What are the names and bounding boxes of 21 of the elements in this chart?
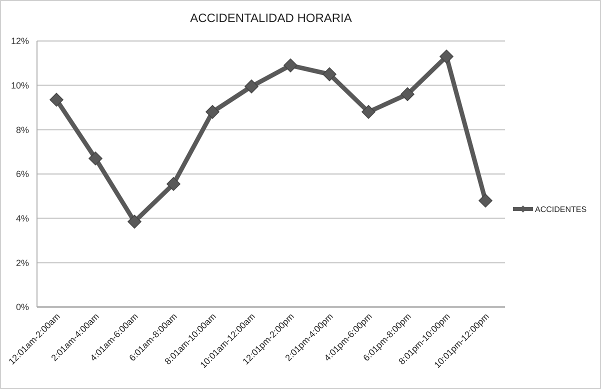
point bbox=[166, 177, 180, 191]
y-tick-label: 4% bbox=[16, 213, 29, 224]
y-tick-label: 0% bbox=[16, 302, 29, 312]
point bbox=[244, 80, 258, 94]
point bbox=[128, 214, 142, 229]
y-tick-label: 6% bbox=[16, 169, 29, 180]
point bbox=[50, 92, 64, 107]
chart-title: ACCIDENTALIDAD HORARIA bbox=[190, 11, 352, 25]
point bbox=[400, 87, 414, 102]
y-tick-label: 12% bbox=[10, 36, 29, 46]
point bbox=[206, 105, 220, 119]
y-tick-label: 8% bbox=[16, 124, 29, 135]
y-tick-label: 2% bbox=[16, 258, 29, 268]
point bbox=[88, 152, 102, 166]
legend-label: ACCIDENTES bbox=[535, 204, 587, 214]
point bbox=[322, 67, 336, 82]
y-tick-label: 10% bbox=[10, 80, 29, 90]
point bbox=[362, 105, 376, 119]
point bbox=[440, 50, 454, 64]
point bbox=[478, 194, 492, 208]
point bbox=[284, 58, 298, 72]
